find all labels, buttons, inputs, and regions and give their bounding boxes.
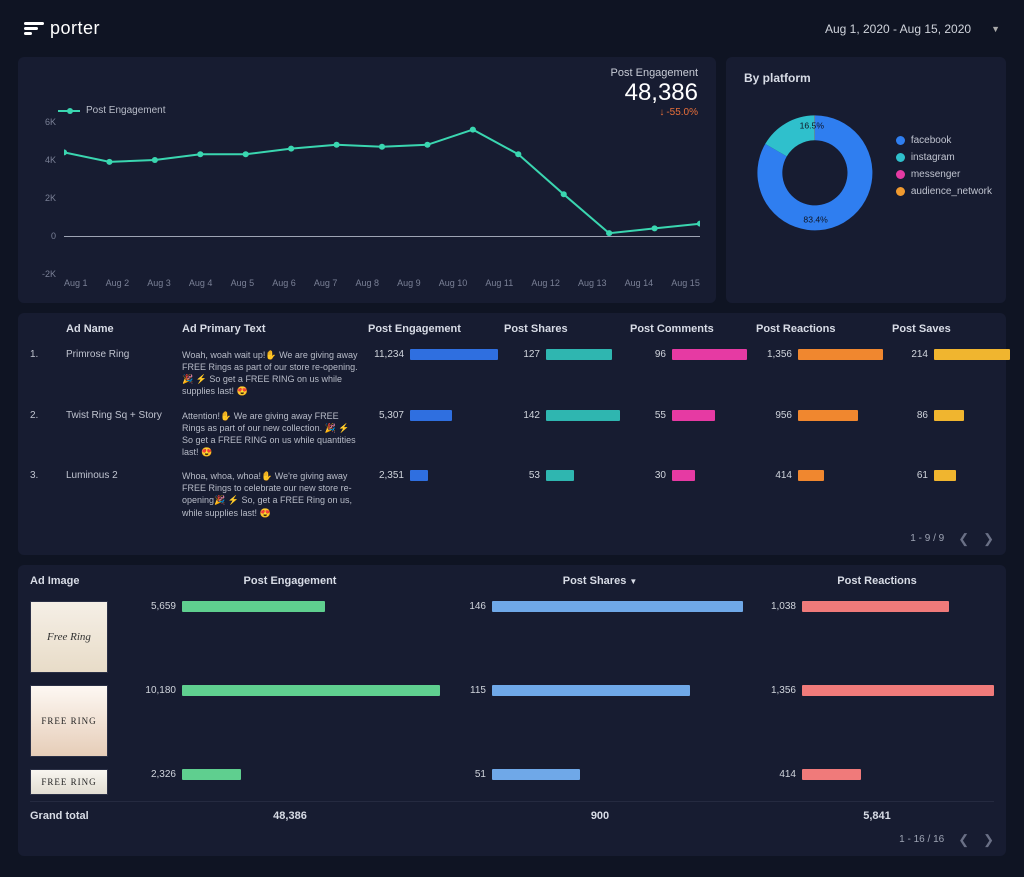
column-header[interactable]: Ad Image [30, 575, 130, 587]
bar-cell: 61 [892, 470, 1012, 481]
ad-name: Primrose Ring [66, 349, 176, 360]
column-header[interactable]: Ad Primary Text [182, 323, 362, 335]
ad-image-thumb[interactable]: Free Ring [30, 601, 108, 673]
chevron-down-icon: ▼ [991, 24, 1000, 34]
bar-cell: 1,356 [756, 349, 886, 360]
donut-title: By platform [744, 71, 992, 85]
table-row[interactable]: 3.Luminous 2Whoa, whoa, whoa!✋ We're giv… [30, 464, 994, 525]
column-header[interactable]: Post Engagement [368, 323, 498, 335]
ad-image-thumb[interactable]: FREE RING [30, 769, 108, 795]
ad-primary-text: Attention!✋ We are giving away FREE Ring… [182, 410, 362, 459]
chart-legend: Post Engagement [58, 105, 702, 116]
bar-cell: 127 [504, 349, 624, 360]
column-header[interactable]: Ad Name [66, 323, 176, 335]
column-header[interactable]: Post Comments [630, 323, 750, 335]
donut-legend: facebook instagram messenger audience_netwo… [896, 135, 992, 203]
bar-cell: 1,356 [760, 685, 994, 696]
table-row[interactable]: 1.Primrose RingWoah, woah wait up!✋ We a… [30, 343, 994, 404]
column-header[interactable]: Post Engagement [140, 575, 440, 587]
pager-text: 1 - 16 / 16 [899, 834, 944, 845]
ad-name: Twist Ring Sq + Story [66, 410, 176, 421]
ad-primary-text: Whoa, whoa, whoa!✋ We're giving away FRE… [182, 470, 362, 519]
prev-page-button[interactable]: ❮ [958, 531, 969, 547]
metric-value: 48,386 [611, 79, 698, 107]
line-chart: -2K02K4K6K Aug 1Aug 2Aug 3Aug 4Aug 5Aug … [32, 122, 702, 292]
logo: porter [24, 18, 100, 39]
table-row[interactable]: 2.Twist Ring Sq + StoryAttention!✋ We ar… [30, 404, 994, 465]
column-header[interactable]: Post Saves [892, 323, 1012, 335]
donut-chart: 16.5% 83.4% [744, 95, 886, 243]
column-header[interactable]: Post Reactions [760, 575, 994, 587]
bar-cell: 214 [892, 349, 1012, 360]
bar-cell: 414 [756, 470, 886, 481]
bar-cell: 96 [630, 349, 750, 360]
bar-cell: 53 [504, 470, 624, 481]
table-row[interactable]: Free Ring 5,659 146 1,038 [30, 595, 994, 679]
platform-donut-panel: By platform 16.5% 83.4% facebook instagram… [726, 57, 1006, 303]
brand-name: porter [50, 18, 100, 39]
pager-text: 1 - 9 / 9 [910, 533, 944, 544]
bar-cell: 5,659 [140, 601, 440, 612]
bar-cell: 1,038 [760, 601, 994, 612]
ad-image-table: Ad Image Post Engagement Post Shares▼ Post … [18, 565, 1006, 856]
ad-image-thumb[interactable]: FREE RING [30, 685, 108, 757]
bar-cell: 956 [756, 410, 886, 421]
date-range-picker[interactable]: Aug 1, 2020 - Aug 15, 2020 ▼ [825, 22, 1000, 36]
svg-text:83.4%: 83.4% [803, 215, 828, 225]
bar-cell: 86 [892, 410, 1012, 421]
arrow-down-icon: ↓ [659, 107, 664, 118]
metric-title: Post Engagement [611, 67, 698, 79]
engagement-chart-panel: Post Engagement 48,386 ↓ -55.0% Post Eng… [18, 57, 716, 303]
bar-cell: 2,326 [140, 769, 440, 780]
legend-item[interactable]: audience_network [896, 186, 992, 197]
ad-primary-text: Woah, woah wait up!✋ We are giving away … [182, 349, 362, 398]
legend-item[interactable]: messenger [896, 169, 992, 180]
bar-cell: 11,234 [368, 349, 498, 360]
legend-item[interactable]: instagram [896, 152, 992, 163]
table-pager: 1 - 9 / 9 ❮ ❯ [30, 525, 994, 547]
bar-cell: 5,307 [368, 410, 498, 421]
table-row[interactable]: FREE RING 2,326 51 414 [30, 763, 994, 801]
bar-cell: 414 [760, 769, 994, 780]
next-page-button[interactable]: ❯ [983, 832, 994, 848]
column-header[interactable]: Post Reactions [756, 323, 886, 335]
bar-cell: 10,180 [140, 685, 440, 696]
bar-cell: 30 [630, 470, 750, 481]
next-page-button[interactable]: ❯ [983, 531, 994, 547]
metric-delta: ↓ -55.0% [611, 107, 698, 118]
svg-text:16.5%: 16.5% [800, 121, 825, 131]
table2-pager: 1 - 16 / 16 ❮ ❯ [30, 826, 994, 848]
ad-name: Luminous 2 [66, 470, 176, 481]
bar-cell: 2,351 [368, 470, 498, 481]
prev-page-button[interactable]: ❮ [958, 832, 969, 848]
bar-cell: 55 [630, 410, 750, 421]
grand-total-row: Grand total 48,386 900 5,841 [30, 801, 994, 826]
ads-table: Ad Name Ad Primary Text Post Engagement Pos… [18, 313, 1006, 555]
legend-item[interactable]: facebook [896, 135, 992, 146]
header: porter Aug 1, 2020 - Aug 15, 2020 ▼ [18, 18, 1006, 39]
column-header[interactable]: Post Shares▼ [450, 575, 750, 587]
bar-cell: 115 [450, 685, 750, 696]
bar-cell: 51 [450, 769, 750, 780]
logo-icon [24, 21, 44, 37]
column-header[interactable]: Post Shares [504, 323, 624, 335]
bar-cell: 146 [450, 601, 750, 612]
table-row[interactable]: FREE RING 10,180 115 1,356 [30, 679, 994, 763]
bar-cell: 142 [504, 410, 624, 421]
date-range-text: Aug 1, 2020 - Aug 15, 2020 [825, 22, 971, 36]
